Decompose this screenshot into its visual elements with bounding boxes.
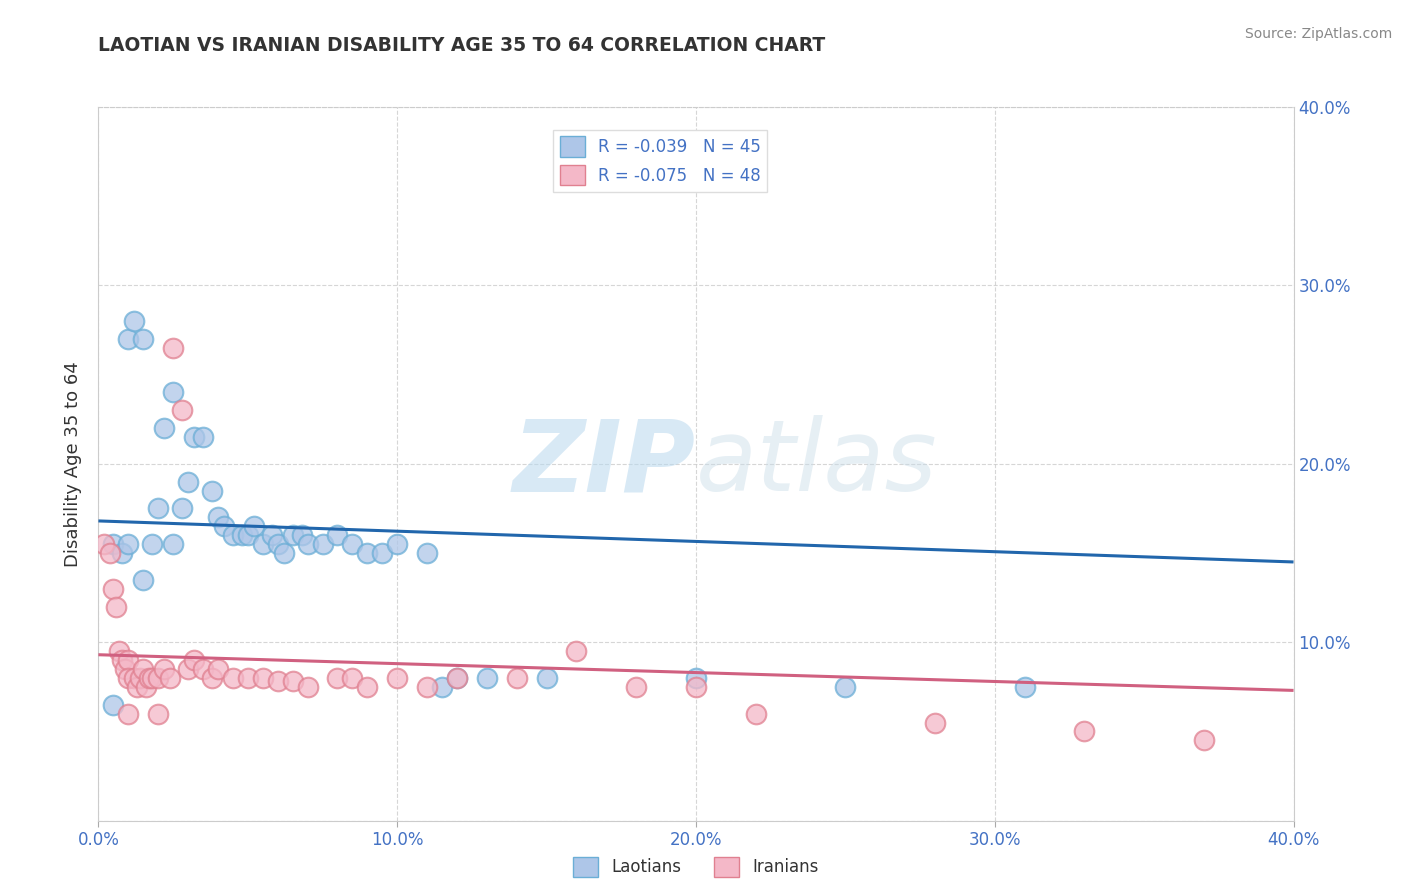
Point: [207, 510, 229, 524]
Point: [117, 537, 139, 551]
Text: Source: ZipAtlas.com: Source: ZipAtlas.com: [1244, 27, 1392, 41]
Point: [536, 671, 558, 685]
Point: [93, 537, 115, 551]
Point: [311, 537, 333, 551]
Point: [148, 706, 170, 721]
Point: [132, 332, 155, 346]
Point: [326, 671, 349, 685]
Point: [252, 671, 274, 685]
Point: [273, 546, 295, 560]
Point: [103, 537, 125, 551]
Point: [105, 599, 128, 614]
Point: [172, 501, 194, 516]
Point: [141, 671, 163, 685]
Text: ZIP: ZIP: [513, 416, 696, 512]
Point: [153, 421, 176, 435]
Point: [162, 341, 184, 355]
Point: [281, 674, 304, 689]
Point: [356, 546, 378, 560]
Point: [291, 528, 314, 542]
Text: atlas: atlas: [696, 416, 938, 512]
Point: [177, 662, 200, 676]
Point: [267, 674, 290, 689]
Point: [222, 528, 245, 542]
Point: [371, 546, 394, 560]
Point: [129, 671, 152, 685]
Point: [103, 582, 125, 596]
Point: [1192, 733, 1215, 747]
Point: [1073, 724, 1095, 739]
Point: [132, 573, 155, 587]
Point: [117, 706, 139, 721]
Point: [446, 671, 468, 685]
Point: [342, 671, 364, 685]
Point: [117, 653, 139, 667]
Point: [183, 430, 205, 444]
Point: [506, 671, 529, 685]
Point: [124, 671, 146, 685]
Point: [172, 403, 194, 417]
Point: [201, 671, 224, 685]
Point: [191, 662, 214, 676]
Point: [430, 680, 453, 694]
Point: [385, 671, 409, 685]
Point: [475, 671, 498, 685]
Point: [127, 680, 149, 694]
Point: [103, 698, 125, 712]
Point: [297, 680, 319, 694]
Point: [207, 662, 229, 676]
Point: [685, 680, 707, 694]
Point: [222, 671, 245, 685]
Point: [297, 537, 319, 551]
Point: [111, 653, 134, 667]
Point: [135, 680, 157, 694]
Point: [114, 662, 136, 676]
Point: [138, 671, 160, 685]
Point: [177, 475, 200, 489]
Text: LAOTIAN VS IRANIAN DISABILITY AGE 35 TO 64 CORRELATION CHART: LAOTIAN VS IRANIAN DISABILITY AGE 35 TO …: [98, 36, 825, 54]
Point: [416, 546, 439, 560]
Point: [385, 537, 409, 551]
Point: [236, 671, 259, 685]
Point: [100, 546, 122, 560]
Point: [201, 483, 224, 498]
Point: [162, 537, 184, 551]
Point: [117, 671, 139, 685]
Point: [212, 519, 235, 533]
Point: [153, 662, 176, 676]
Point: [159, 671, 181, 685]
Point: [1014, 680, 1036, 694]
Point: [342, 537, 364, 551]
Point: [148, 501, 170, 516]
Point: [191, 430, 214, 444]
Point: [111, 546, 134, 560]
Point: [124, 314, 146, 328]
Point: [260, 528, 283, 542]
Point: [446, 671, 468, 685]
Point: [267, 537, 290, 551]
Point: [356, 680, 378, 694]
Point: [117, 332, 139, 346]
Point: [626, 680, 648, 694]
Point: [141, 537, 163, 551]
Point: [252, 537, 274, 551]
Point: [162, 385, 184, 400]
Y-axis label: Disability Age 35 to 64: Disability Age 35 to 64: [65, 361, 83, 566]
Point: [132, 662, 155, 676]
Point: [924, 715, 946, 730]
Point: [834, 680, 856, 694]
Point: [148, 671, 170, 685]
Point: [231, 528, 253, 542]
Point: [326, 528, 349, 542]
Point: [685, 671, 707, 685]
Point: [108, 644, 131, 658]
Point: [243, 519, 266, 533]
Point: [281, 528, 304, 542]
Point: [565, 644, 588, 658]
Legend: Laotians, Iranians: Laotians, Iranians: [567, 850, 825, 884]
Point: [745, 706, 768, 721]
Point: [183, 653, 205, 667]
Point: [416, 680, 439, 694]
Point: [236, 528, 259, 542]
